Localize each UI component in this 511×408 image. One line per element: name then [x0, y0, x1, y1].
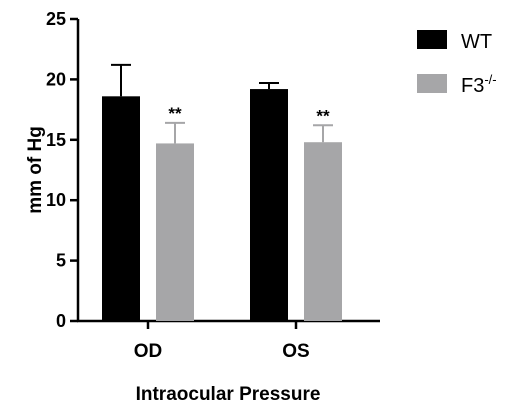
- significance-label: **: [316, 106, 330, 125]
- y-tick-label: 20: [46, 69, 66, 89]
- legend-label-superscript: -/-: [484, 72, 496, 87]
- bar-od-series-1: [156, 143, 194, 321]
- category-label-od: OD: [134, 341, 163, 362]
- y-axis-title: mm of Hg: [25, 126, 46, 214]
- legend-label: F3-/-: [461, 72, 497, 97]
- bars-group: ** **: [102, 63, 342, 322]
- legend-swatch: [417, 30, 447, 49]
- x-axis-categories: OD OS: [134, 321, 310, 362]
- bar-os-series-0: [250, 89, 288, 322]
- legend-label: WT: [461, 31, 492, 53]
- legend: WT F3-/-: [417, 30, 497, 97]
- legend-label-text: WT: [461, 31, 492, 53]
- category-label-os: OS: [282, 341, 309, 362]
- bar-os-series-1: [304, 142, 342, 321]
- y-tick-label: 10: [46, 190, 66, 210]
- significance-label: **: [168, 104, 182, 123]
- y-tick-label: 25: [46, 9, 66, 29]
- y-tick-label: 0: [56, 311, 66, 331]
- y-tick-label: 5: [56, 251, 66, 271]
- y-tick-label: 15: [46, 130, 66, 150]
- y-axis-ticks: 0 5 10 15 20 25: [46, 9, 78, 331]
- x-axis-title: Intraocular Pressure: [136, 384, 321, 405]
- legend-swatch: [417, 74, 447, 93]
- legend-label-text: F3: [461, 75, 484, 97]
- bar-od-series-0: [102, 96, 140, 321]
